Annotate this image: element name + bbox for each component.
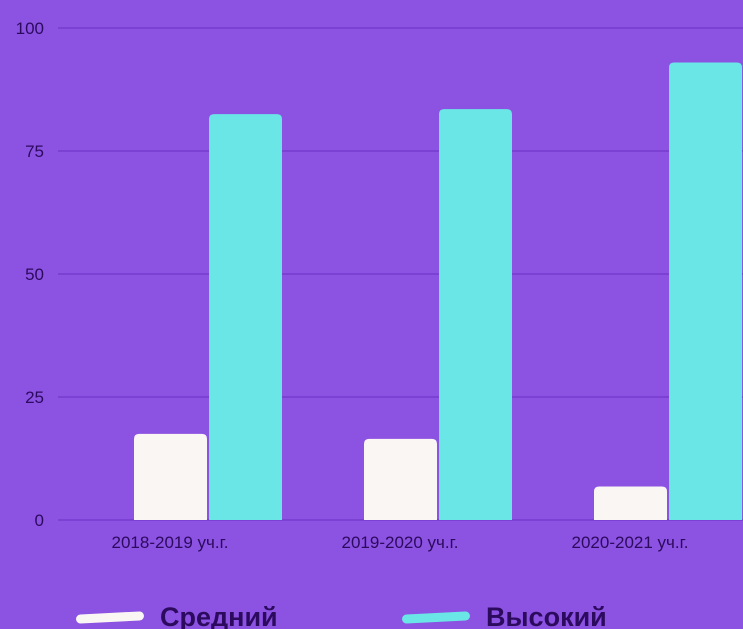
legend-label-medium: Средний [160, 602, 278, 629]
bar-medium-0 [134, 433, 207, 520]
x-category-label: 2019-2020 уч.г. [342, 533, 459, 552]
bars [134, 62, 742, 521]
bar-high-1 [439, 109, 512, 521]
y-tick-label: 25 [25, 388, 44, 407]
legend-label-high: Высокий [486, 602, 607, 629]
legend-item-medium: Средний [75, 602, 278, 629]
legend: Средний Высокий [0, 596, 743, 629]
bar-high-0 [209, 114, 282, 520]
x-category-label: 2018-2019 уч.г. [112, 533, 229, 552]
y-tick-label: 50 [25, 265, 44, 284]
legend-swatch-medium [75, 610, 145, 624]
y-tick-label: 75 [25, 142, 44, 161]
legend-swatch-high [401, 610, 471, 624]
bar-chart: 0 25 50 75 100 2018-2019 уч.г. 2019-2020 уч.г… [16, 19, 743, 552]
bar-high-2 [669, 62, 742, 520]
bar-medium-2 [594, 486, 667, 520]
legend-item-high: Высокий [401, 602, 607, 629]
x-category-label: 2020-2021 уч.г. [572, 533, 689, 552]
y-axis-ticks: 0 25 50 75 100 [16, 19, 44, 530]
y-tick-label: 100 [16, 19, 44, 38]
x-axis-categories: 2018-2019 уч.г. 2019-2020 уч.г. 2020-2021 … [112, 533, 689, 552]
y-tick-label: 0 [35, 511, 44, 530]
bar-medium-1 [364, 438, 437, 520]
